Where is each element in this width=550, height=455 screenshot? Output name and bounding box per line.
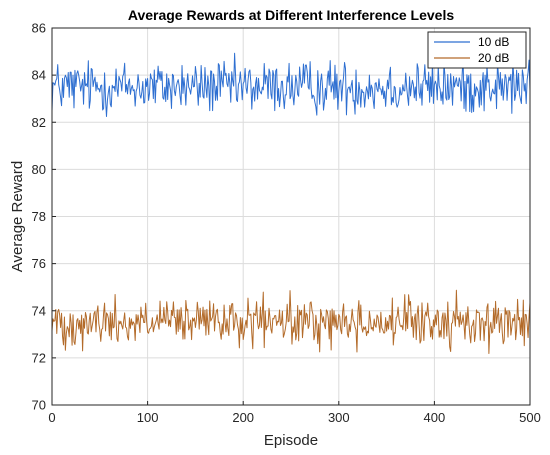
x-tick-label: 0 bbox=[48, 410, 55, 425]
legend-label: 10 dB bbox=[478, 35, 509, 49]
y-tick-label: 72 bbox=[32, 350, 46, 365]
y-tick-label: 82 bbox=[32, 115, 46, 130]
ticks: 0 100 200 300 400 500 70 72 74 76 78 80 82 84 86 bbox=[32, 21, 541, 426]
y-tick-label: 78 bbox=[32, 209, 46, 224]
chart-title: Average Rewards at Different Interferenc… bbox=[128, 7, 454, 23]
x-tick-label: 200 bbox=[232, 410, 254, 425]
x-axis-label: Episode bbox=[264, 432, 318, 449]
x-tick-label: 400 bbox=[424, 410, 446, 425]
series-layer bbox=[51, 52, 531, 354]
y-tick-label: 80 bbox=[32, 162, 46, 177]
series-line-1 bbox=[51, 52, 531, 118]
series-line-2 bbox=[51, 289, 531, 354]
y-tick-label: 74 bbox=[32, 303, 46, 318]
y-tick-label: 70 bbox=[32, 398, 46, 413]
x-tick-label: 100 bbox=[137, 410, 159, 425]
x-tick-label: 500 bbox=[519, 410, 541, 425]
legend-label: 20 dB bbox=[478, 51, 509, 65]
y-tick-label: 86 bbox=[32, 21, 46, 36]
x-tick-label: 300 bbox=[328, 410, 350, 425]
y-axis-label: Average Reward bbox=[9, 161, 26, 272]
y-tick-label: 76 bbox=[32, 256, 46, 271]
legend-box bbox=[427, 31, 527, 69]
y-tick-label: 84 bbox=[32, 68, 46, 83]
legend: 10 dB 20 dB bbox=[427, 31, 527, 69]
